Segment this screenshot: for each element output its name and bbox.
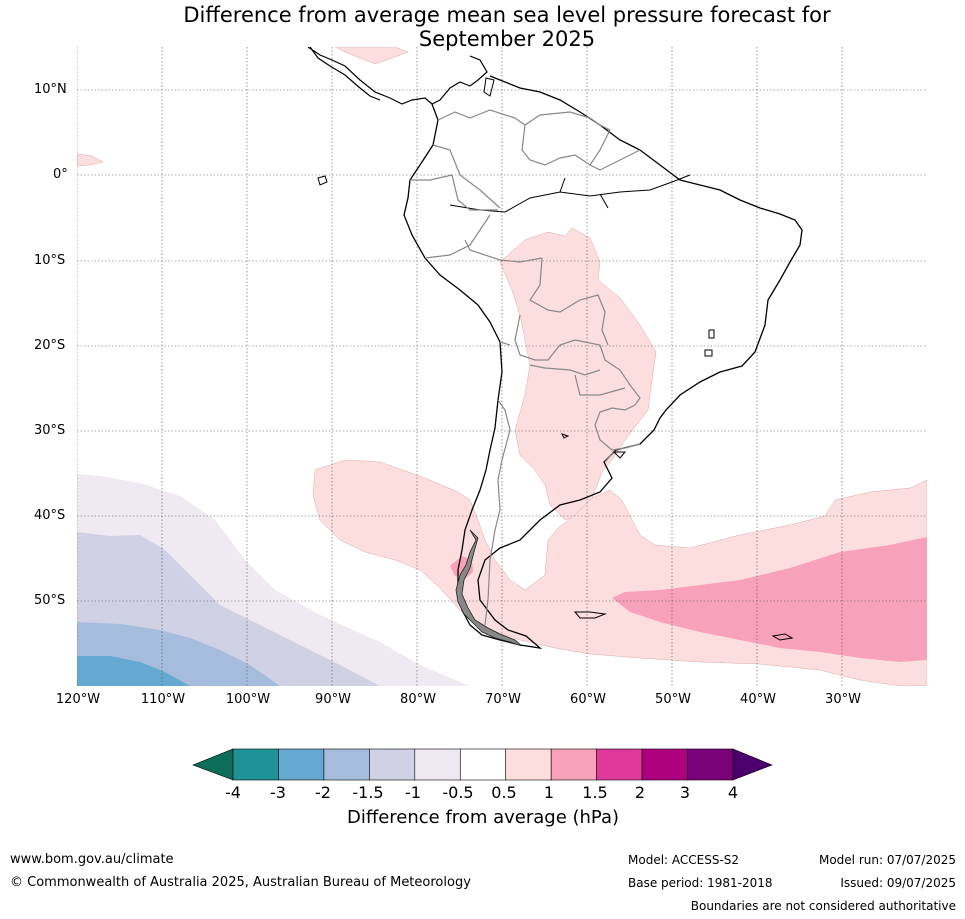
lon-label-60w: 60°W [570,692,606,707]
lat-label-30s: 30°S [34,423,66,438]
colorbar-tick: 1 [543,783,555,802]
colorbar-over-arrow [732,748,773,781]
colorbar-tick: -1 [405,783,421,802]
colorbar-tick: 4 [727,783,739,802]
colorbar-cell [323,748,370,781]
lon-label-100w: 100°W [225,692,271,707]
colorbar-tick: -2 [315,783,331,802]
lat-label-0: 0° [53,167,68,182]
colorbar-tick: -0.5 [442,783,474,802]
colorbar-cell [641,748,688,781]
footer-model: Model: ACCESS-S2 [628,853,740,867]
footer-base-period: Base period: 1981-2018 [628,876,773,890]
lat-label-10n: 10°N [34,82,67,97]
colorbar-cell [459,748,507,781]
amazon-river [449,174,691,213]
colorbar-tick: 3 [679,783,691,802]
south-america-coastline [403,75,803,649]
lat-label-50s: 50°S [34,593,66,608]
colorbar-label: Difference from average (hPa) [346,807,620,828]
lon-label-120w: 120°W [55,692,101,707]
colorbar-tick: 2 [634,783,646,802]
colorbar-tick: 0.5 [491,783,517,802]
lon-label-50w: 50°W [655,692,691,707]
footer-copyright: © Commonwealth of Australia 2025, Austra… [10,875,471,890]
colorbar-under-arrow [192,748,234,781]
map-title-line2: September 2025 [418,27,596,51]
lon-label-30w: 30°W [825,692,861,707]
colorbar-cell [505,748,552,781]
colorbar-cell [596,748,643,781]
anomaly-zone-pink-interior [499,227,657,521]
colorbar-tick: -1.5 [352,783,384,802]
colorbar-cell [278,748,325,781]
lon-label-80w: 80°W [400,692,436,707]
colorbar [192,748,773,781]
chile-fjord-coast [455,529,523,647]
lon-label-110w: 110°W [140,692,186,707]
lat-label-40s: 40°S [34,508,66,523]
central-america-coastline [307,47,488,105]
lat-label-20s: 20°S [34,338,66,353]
lon-label-40w: 40°W [740,692,776,707]
colorbar-cell [687,748,734,781]
anomaly-zone-pink-small-west [77,153,104,167]
colorbar-cell [232,748,279,781]
colorbar-tick: -3 [270,783,286,802]
colorbar-tick: 1.5 [582,783,608,802]
footer-website: www.bom.gov.au/climate [10,852,174,867]
footer-disclaimer: Boundaries are not considered authoritat… [690,899,956,913]
footer-issued: Issued: 09/07/2025 [840,876,956,890]
colorbar-cell [550,748,597,781]
colorbar-tick: -4 [225,783,241,802]
colorbar-cell [414,748,461,781]
footer-model-run: Model run: 07/07/2025 [818,853,956,867]
country-borders [410,109,641,626]
islands-and-lakes [317,77,794,641]
map-title-line1: Difference from average mean sea level p… [183,3,831,27]
anomaly-zone-pink-mid-atlantic [612,537,927,662]
lon-label-70w: 70°W [485,692,521,707]
lat-label-10s: 10°S [34,253,66,268]
anomaly-zone-pink-caribbean [334,47,409,65]
lon-label-90w: 90°W [315,692,351,707]
graticule [77,47,927,686]
colorbar-cell [369,748,416,781]
